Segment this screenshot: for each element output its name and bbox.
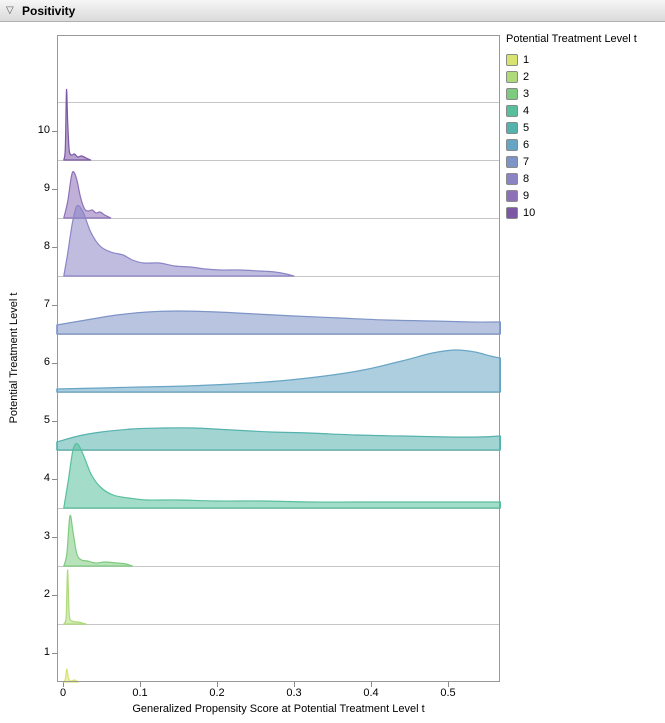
- ridgeline-plot[interactable]: [56, 35, 501, 683]
- legend-swatch[interactable]: [506, 70, 518, 83]
- x-tick-label-0: 0: [59, 687, 67, 699]
- y-tick-label-3: 3: [43, 530, 50, 542]
- density-level-2[interactable]: [63, 569, 87, 625]
- legend-item-1[interactable]: 1: [506, 51, 662, 68]
- x-tick-label-0.3: 0.3: [286, 687, 302, 699]
- x-tick-mark: [371, 682, 372, 687]
- legend-item-9[interactable]: 9: [506, 187, 662, 204]
- legend-label: 9: [523, 189, 530, 202]
- legend-label: 6: [523, 138, 530, 151]
- x-tick-mark: [140, 682, 141, 687]
- y-tick-label-7: 7: [43, 298, 50, 310]
- y-tick-mark: [52, 537, 57, 538]
- x-axis-label: Generalized Propensity Score at Potentia…: [132, 703, 425, 715]
- y-tick-mark: [52, 653, 57, 654]
- disclosure-triangle-icon[interactable]: ▽: [6, 4, 14, 16]
- y-tick-label-9: 9: [43, 182, 50, 194]
- x-tick-mark: [217, 682, 218, 687]
- legend-item-7[interactable]: 7: [506, 153, 662, 170]
- x-tick-mark: [294, 682, 295, 687]
- legend-item-5[interactable]: 5: [506, 119, 662, 136]
- y-tick-label-2: 2: [43, 588, 50, 600]
- legend-item-2[interactable]: 2: [506, 68, 662, 85]
- legend-label: 5: [523, 121, 530, 134]
- x-tick-mark: [63, 682, 64, 687]
- x-tick-label-0.1: 0.1: [132, 687, 148, 699]
- legend-item-4[interactable]: 4: [506, 102, 662, 119]
- y-tick-label-4: 4: [43, 472, 50, 484]
- density-level-6[interactable]: [56, 349, 501, 393]
- legend-swatch[interactable]: [506, 87, 518, 100]
- legend-label: 3: [523, 87, 530, 100]
- legend-item-6[interactable]: 6: [506, 136, 662, 153]
- legend-title: Potential Treatment Level t: [506, 33, 637, 45]
- legend-label: 2: [523, 70, 530, 83]
- legend-label: 4: [523, 104, 530, 117]
- legend-swatch[interactable]: [506, 189, 518, 202]
- x-tick-label-0.5: 0.5: [440, 687, 456, 699]
- y-axis-label: Potential Treatment Level t: [8, 292, 20, 424]
- y-tick-mark: [52, 595, 57, 596]
- density-level-5[interactable]: [56, 427, 501, 451]
- y-tick-label-6: 6: [43, 356, 50, 368]
- legend-item-8[interactable]: 8: [506, 170, 662, 187]
- legend-label: 7: [523, 155, 530, 168]
- legend-swatch[interactable]: [506, 138, 518, 151]
- y-tick-label-10: 10: [37, 124, 50, 136]
- legend-swatch[interactable]: [506, 206, 518, 219]
- density-level-4[interactable]: [63, 443, 501, 509]
- y-tick-mark: [52, 189, 57, 190]
- y-tick-mark: [52, 247, 57, 248]
- legend-label: 1: [523, 53, 530, 66]
- legend-swatch[interactable]: [506, 104, 518, 117]
- legend-swatch[interactable]: [506, 172, 518, 185]
- y-tick-label-1: 1: [43, 646, 50, 658]
- y-tick-label-8: 8: [43, 240, 50, 252]
- x-tick-label-0.4: 0.4: [363, 687, 379, 699]
- y-tick-mark: [52, 305, 57, 306]
- legend: Potential Treatment Level t 1 2 3 4 5 6 7 8 9 10: [506, 33, 662, 221]
- legend-item-3[interactable]: 3: [506, 85, 662, 102]
- panel-header[interactable]: ▽ Positivity: [0, 0, 665, 22]
- legend-swatch[interactable]: [506, 155, 518, 168]
- y-tick-label-5: 5: [43, 414, 50, 426]
- density-level-8[interactable]: [63, 204, 295, 277]
- density-level-9[interactable]: [63, 171, 112, 219]
- legend-label: 8: [523, 172, 530, 185]
- legend-items: 1 2 3 4 5 6 7 8 9 10: [506, 51, 662, 221]
- density-level-1[interactable]: [63, 668, 79, 683]
- density-level-10[interactable]: [63, 88, 92, 161]
- legend-swatch[interactable]: [506, 121, 518, 134]
- y-tick-mark: [52, 131, 57, 132]
- x-tick-mark: [448, 682, 449, 687]
- density-level-7[interactable]: [56, 310, 501, 335]
- legend-swatch[interactable]: [506, 53, 518, 66]
- panel-title: Positivity: [22, 3, 76, 18]
- legend-item-10[interactable]: 10: [506, 204, 662, 221]
- y-tick-mark: [52, 479, 57, 480]
- plot-frame: [57, 35, 500, 682]
- x-tick-label-0.2: 0.2: [209, 687, 225, 699]
- y-tick-mark: [52, 363, 57, 364]
- y-tick-mark: [52, 421, 57, 422]
- density-level-3[interactable]: [63, 514, 133, 567]
- legend-label: 10: [523, 206, 536, 219]
